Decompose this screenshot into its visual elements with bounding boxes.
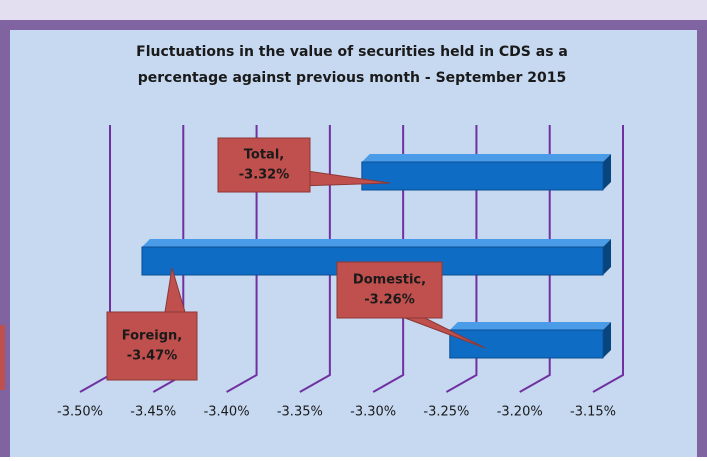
callout-box (106, 311, 198, 381)
data-label: -3.26% (364, 293, 415, 308)
bar-face (449, 329, 604, 359)
data-label: -3.32% (239, 168, 290, 183)
bar (449, 322, 611, 359)
x-tick-label: -3.45% (130, 405, 176, 420)
x-tick-label: -3.50% (57, 405, 103, 420)
decor (0, 325, 5, 390)
bar (361, 154, 611, 191)
grid-line (372, 125, 405, 393)
x-tick-label: -3.15% (570, 405, 616, 420)
bar-side (603, 322, 611, 358)
callout-box (336, 261, 443, 319)
data-label-category: Foreign, (122, 329, 182, 344)
bar-side (603, 154, 611, 190)
data-label-category: Domestic, (353, 273, 426, 288)
grid-line (299, 125, 331, 393)
data-label: -3.47% (127, 349, 178, 364)
x-tick-label: -3.20% (497, 405, 543, 420)
bar-top (361, 154, 611, 162)
bar-top (449, 322, 611, 330)
callout-box (217, 137, 311, 193)
x-tick-label: -3.40% (204, 405, 250, 420)
x-tick-label: -3.35% (277, 405, 323, 420)
bar-face (361, 161, 604, 191)
bar-side (603, 239, 611, 275)
grid-line (519, 125, 551, 393)
grid-line (592, 125, 624, 393)
grid-line (445, 125, 478, 393)
x-tick-label: -3.30% (350, 405, 396, 420)
chart-title: percentage against previous month - Sept… (138, 70, 566, 86)
data-label-category: Total, (244, 148, 284, 163)
grid-line (226, 125, 258, 393)
chart-title: Fluctuations in the value of securities … (136, 44, 568, 60)
bar-top (141, 239, 611, 247)
x-tick-label: -3.25% (423, 405, 469, 420)
